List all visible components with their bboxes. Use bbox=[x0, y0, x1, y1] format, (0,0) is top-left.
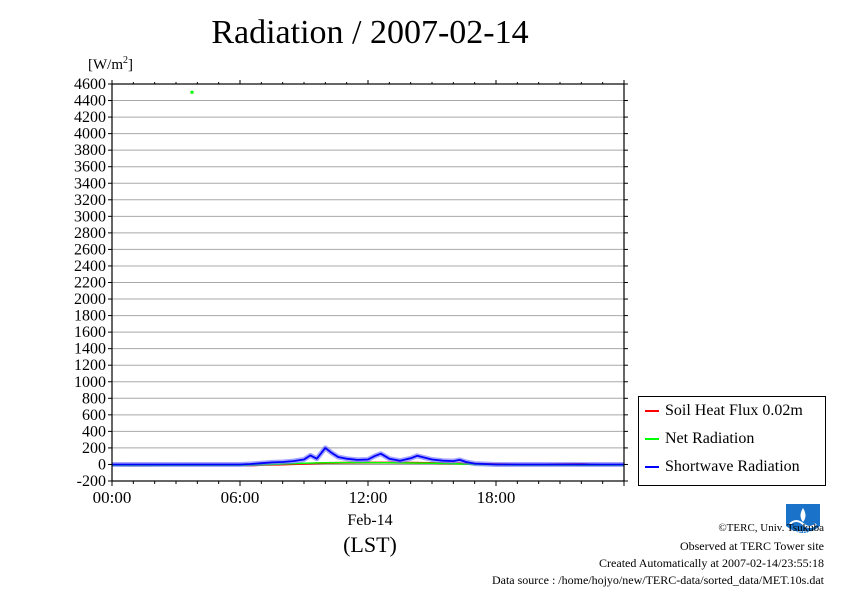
gridlines bbox=[112, 83, 624, 482]
legend-item-shortwave: Shortwave Radiation bbox=[645, 455, 800, 479]
y-tick-label: 4600 bbox=[74, 76, 106, 93]
x-tick-label: 18:00 bbox=[477, 488, 516, 507]
y-tick-label: 2400 bbox=[74, 258, 106, 275]
y-tick-label: 4200 bbox=[74, 109, 106, 126]
x-axis: 00:00 06:00 12:00 18:00 bbox=[93, 80, 625, 507]
y-tick-label: 1800 bbox=[74, 308, 106, 325]
y-tick-label: 2200 bbox=[74, 275, 106, 292]
copyright-text: ©TERC, Univ. Tsukuba bbox=[718, 522, 824, 534]
legend-swatch-net bbox=[645, 438, 659, 440]
y-axis-unit: [W/m2] bbox=[88, 55, 133, 73]
x-tick-label: 00:00 bbox=[93, 488, 132, 507]
terc-logo: TERC bbox=[786, 504, 820, 538]
y-axis: -200020040060080010001200140016001800200… bbox=[74, 76, 628, 490]
x-axis-title: (LST) bbox=[343, 532, 397, 557]
y-tick-label: 1600 bbox=[74, 324, 106, 341]
y-tick-label: 600 bbox=[82, 407, 106, 424]
y-tick-label: 1200 bbox=[74, 357, 106, 374]
series-line-shortwave-radiation bbox=[112, 446, 624, 466]
legend-swatch-soil bbox=[645, 410, 659, 412]
x-tick-label: 06:00 bbox=[221, 488, 260, 507]
y-tick-label: 3800 bbox=[74, 142, 106, 159]
source-text: Data source : /home/hojyo/new/TERC-data/… bbox=[491, 573, 824, 587]
y-tick-label: 2600 bbox=[74, 241, 106, 258]
data-point-net-radiation-outlier bbox=[190, 90, 194, 94]
svg-text:TERC: TERC bbox=[793, 531, 812, 538]
plot-frame bbox=[111, 83, 625, 482]
y-tick-label: 2800 bbox=[74, 225, 106, 242]
y-tick-label: -200 bbox=[77, 473, 106, 490]
x-date-label: Feb-14 bbox=[347, 512, 393, 529]
created-text: Created Automatically at 2007-02-14/23:5… bbox=[599, 556, 824, 570]
y-tick-label: 2000 bbox=[74, 291, 106, 308]
legend-item-soil-heat-flux: Soil Heat Flux 0.02m bbox=[645, 399, 803, 423]
y-tick-label: 3400 bbox=[74, 175, 106, 192]
series-layer bbox=[111, 90, 625, 467]
y-tick-label: 4400 bbox=[74, 93, 106, 110]
y-tick-label: 3200 bbox=[74, 192, 106, 209]
observed-text: Observed at TERC Tower site bbox=[679, 539, 824, 553]
y-tick-label: 3600 bbox=[74, 159, 106, 176]
y-tick-label: 200 bbox=[82, 440, 106, 457]
y-tick-label: 1400 bbox=[74, 341, 106, 358]
y-tick-label: 4000 bbox=[74, 126, 106, 143]
legend: Soil Heat Flux 0.02m Net Radiation Short… bbox=[638, 396, 826, 486]
chart-title: Radiation / 2007-02-14 bbox=[211, 14, 529, 51]
y-tick-label: 0 bbox=[98, 456, 106, 473]
x-tick-label: 12:00 bbox=[349, 488, 388, 507]
legend-swatch-shortwave bbox=[645, 466, 659, 468]
y-tick-label: 3000 bbox=[74, 208, 106, 225]
y-tick-label: 800 bbox=[82, 390, 106, 407]
legend-item-net-radiation: Net Radiation bbox=[645, 427, 754, 451]
y-tick-label: 1000 bbox=[74, 374, 106, 391]
y-tick-label: 400 bbox=[82, 423, 106, 440]
